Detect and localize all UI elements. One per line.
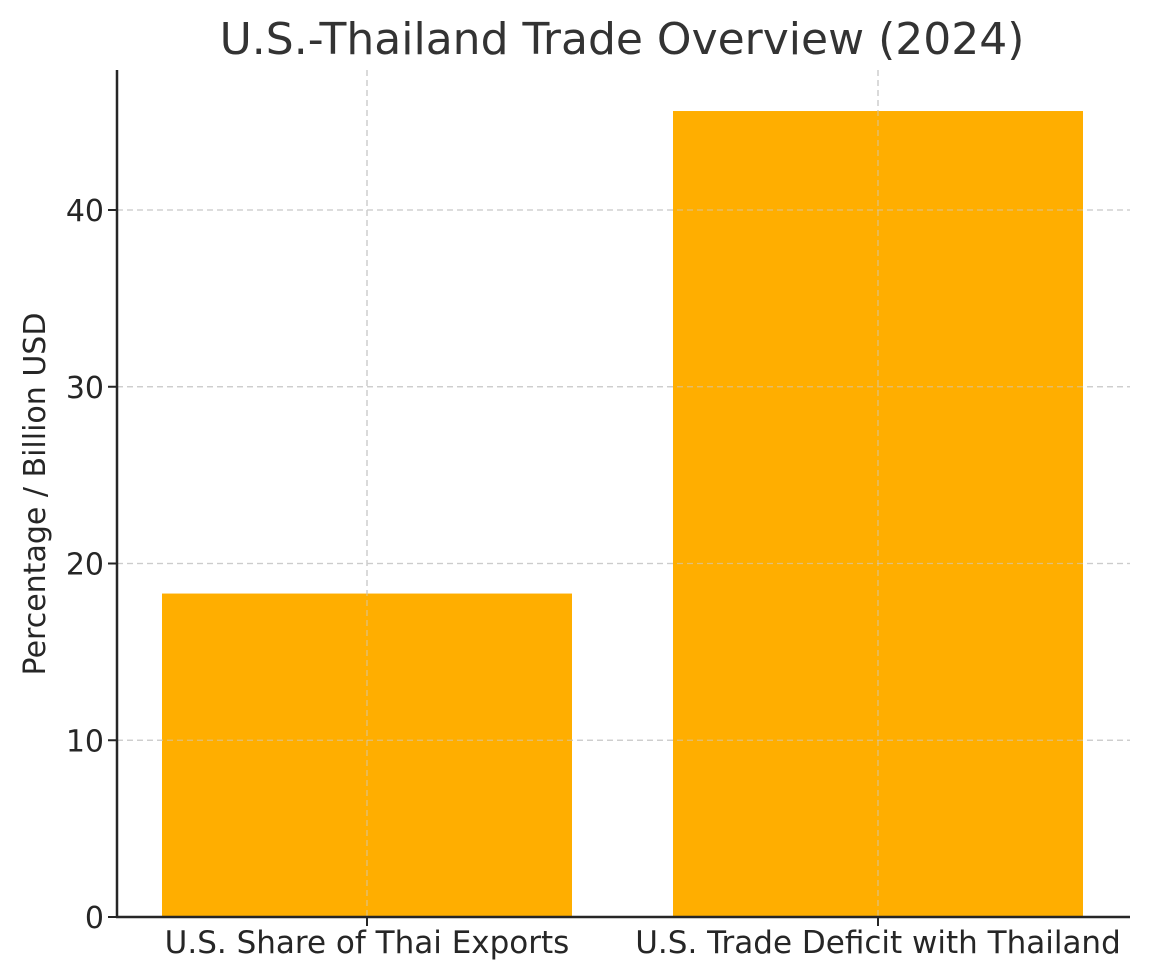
y-tick-label: 40 [66,194,104,229]
y-tick-label: 0 [85,901,104,936]
y-tick-label: 30 [66,371,104,406]
x-tick-label: U.S. Trade Deficit with Thailand [635,925,1121,961]
y-tick-label: 10 [66,724,104,759]
y-tick-label: 20 [66,548,104,583]
x-tick-label: U.S. Share of Thai Exports [165,925,570,961]
chart-title: U.S.-Thailand Trade Overview (2024) [220,14,1025,65]
y-axis-label: Percentage / Billion USD [18,313,53,676]
